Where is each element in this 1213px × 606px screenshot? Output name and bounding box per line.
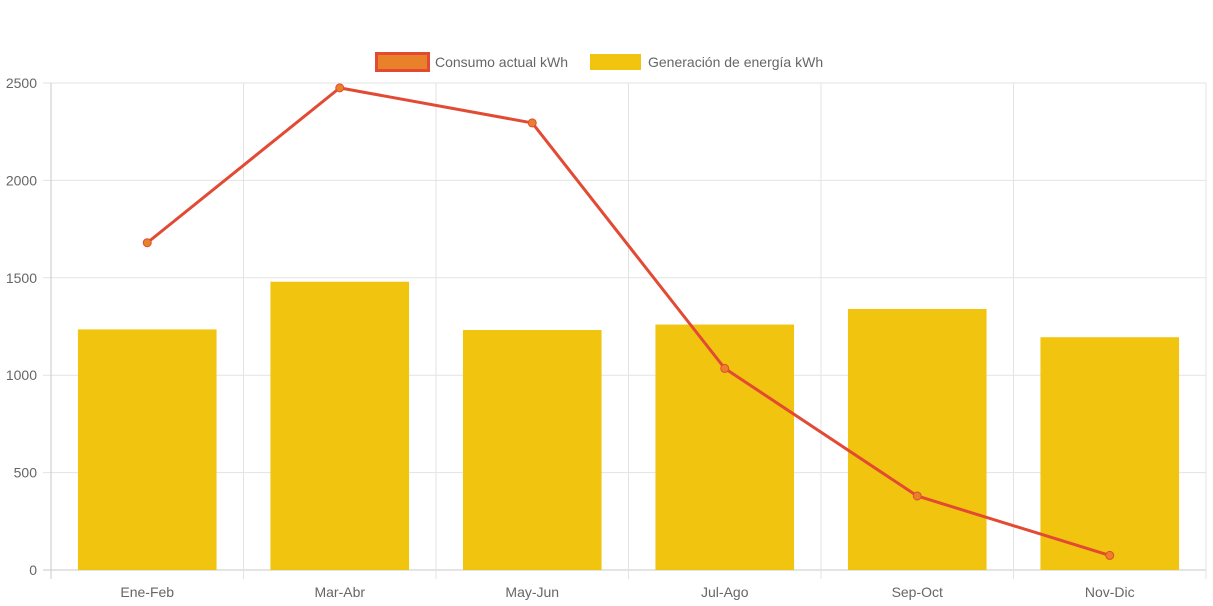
- y-tick-label: 2000: [6, 172, 37, 188]
- grid: [43, 82, 1207, 579]
- bar-generacion[interactable]: [270, 281, 410, 570]
- x-tick-label: Nov-Dic: [1085, 584, 1135, 600]
- legend-swatch-consumo: [375, 52, 430, 72]
- x-tick-label: Jul-Ago: [701, 584, 749, 600]
- y-axis-labels: 0 500 1000 1500 2000 2500: [6, 75, 37, 578]
- legend-label-generacion: Generación de energía kWh: [648, 54, 823, 70]
- bar-generacion[interactable]: [462, 330, 602, 570]
- legend-label-consumo: Consumo actual kWh: [435, 54, 568, 70]
- legend-item-generacion[interactable]: Generación de energía kWh: [590, 54, 823, 70]
- y-tick-label: 1500: [6, 270, 37, 286]
- point-consumo[interactable]: [142, 238, 152, 248]
- y-tick-label: 0: [29, 562, 37, 578]
- point-consumo[interactable]: [335, 83, 345, 93]
- x-tick-label: May-Jun: [505, 584, 559, 600]
- x-tick-label: Ene-Feb: [120, 584, 174, 600]
- y-tick-label: 500: [14, 465, 38, 481]
- point-consumo[interactable]: [912, 491, 922, 501]
- bar-generacion[interactable]: [1040, 337, 1180, 570]
- point-consumo[interactable]: [720, 363, 730, 373]
- x-tick-label: Sep-Oct: [892, 584, 943, 600]
- legend: Consumo actual kWh Generación de energía…: [375, 52, 823, 72]
- bar-generacion[interactable]: [77, 329, 217, 570]
- line-consumo: [142, 83, 1115, 560]
- bars-generacion: [77, 281, 1180, 570]
- x-tick-label: Mar-Abr: [314, 584, 365, 600]
- x-axis-labels: Ene-Feb Mar-Abr May-Jun Jul-Ago Sep-Oct Nov-D…: [120, 584, 1134, 600]
- bar-generacion[interactable]: [655, 324, 795, 570]
- point-consumo[interactable]: [527, 118, 537, 128]
- point-consumo[interactable]: [1105, 550, 1115, 560]
- legend-item-consumo[interactable]: Consumo actual kWh: [375, 52, 569, 72]
- bar-generacion[interactable]: [847, 308, 987, 570]
- legend-swatch-generacion: [590, 54, 641, 70]
- line-consumo-path: [146, 86, 1111, 557]
- y-tick-label: 2500: [6, 75, 37, 91]
- y-tick-label: 1000: [6, 367, 37, 383]
